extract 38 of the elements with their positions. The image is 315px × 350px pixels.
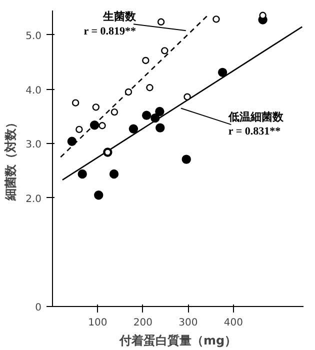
point: [110, 108, 118, 116]
point: [161, 47, 168, 54]
y-tick-label: 3.0: [26, 140, 42, 151]
point: [92, 104, 100, 111]
point: [155, 106, 164, 116]
point: [150, 113, 160, 123]
point: [156, 123, 165, 132]
y-axis-title: 細菌数（対数）: [4, 116, 18, 202]
point: [142, 110, 152, 120]
annotation: 生菌数 r = 0.819**: [84, 10, 138, 38]
y-tick-label: 5.0: [26, 30, 42, 42]
y-tick-label: 2.0: [26, 194, 42, 205]
x-tick-label: 200: [133, 318, 152, 328]
y-tick-label: 0: [35, 302, 42, 314]
x-axis-title: 付着蛋白質量（mg）: [118, 334, 237, 348]
point: [142, 56, 150, 64]
point: [67, 136, 77, 146]
point: [98, 122, 106, 130]
point: [78, 169, 87, 179]
annotation: 低温細菌数 r = 0.831**: [227, 110, 284, 138]
point: [157, 18, 165, 26]
point: [76, 126, 83, 134]
point: [128, 124, 138, 134]
x-tick-label: 300: [178, 318, 198, 328]
point: [72, 99, 80, 106]
y-tick-label: 4.0: [26, 85, 42, 96]
x-tick-label: 400: [224, 318, 243, 328]
point: [218, 68, 228, 78]
point: [109, 169, 119, 179]
point: [90, 120, 100, 130]
point: [146, 84, 154, 92]
x-tick-label: 100: [88, 318, 108, 328]
point: [259, 12, 266, 19]
point: [124, 88, 132, 96]
point: [94, 190, 104, 200]
point: [184, 93, 191, 100]
point: [212, 16, 220, 23]
point: [182, 154, 191, 164]
